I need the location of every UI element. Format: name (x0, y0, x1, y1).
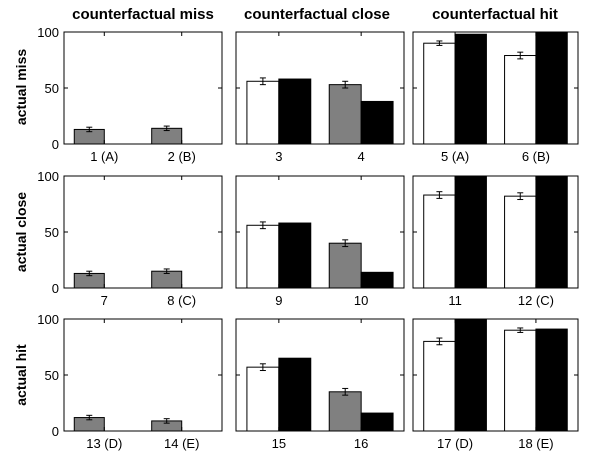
bar-empirical-10 (328, 242, 362, 289)
bar-model-15 (278, 357, 312, 432)
category-label: 18 (E) (518, 436, 553, 451)
y-tick-label: 0 (52, 281, 59, 296)
category-label: 1 (A) (90, 149, 118, 164)
bar-model-9 (278, 222, 312, 289)
row-title-1: actual miss (13, 49, 29, 125)
bar-empirical-12-C- (504, 195, 537, 289)
category-label: 3 (275, 149, 282, 164)
bar-empirical-16 (328, 391, 362, 432)
panel-r2c2: 9 10 (235, 175, 405, 308)
panel-r2c1: 0 50 100 7 8 (C) (37, 169, 223, 308)
y-tick-label: 100 (37, 25, 59, 40)
row-title-2: actual close (13, 192, 29, 272)
panel-r3c3: 17 (D) 18 (E) (412, 318, 579, 451)
y-tick-label: 50 (45, 225, 59, 240)
bar-empirical-15 (246, 366, 280, 432)
category-label: 8 (C) (167, 293, 196, 308)
category-label: 12 (C) (518, 293, 554, 308)
column-title-3: counterfactual hit (432, 6, 558, 23)
category-label: 7 (101, 293, 108, 308)
y-tick-label: 50 (45, 81, 59, 96)
y-tick-label: 100 (37, 169, 59, 184)
panel-r3c1: 0 50 100 13 (D) 14 (E) (37, 312, 223, 451)
panel-r1c1: 0 50 100 1 (A) 2 (B) (37, 25, 223, 164)
bar-empirical-4 (328, 84, 362, 145)
category-label: 9 (275, 293, 282, 308)
bar-empirical-3 (246, 80, 280, 145)
bar-model-12-C- (535, 175, 568, 289)
panel-r1c3: 5 (A) 6 (B) (412, 31, 579, 164)
bar-model-18-E- (535, 328, 568, 432)
category-label: 15 (272, 436, 286, 451)
bar-empirical-18-E- (504, 329, 537, 432)
bar-empirical-17-D- (423, 340, 456, 432)
row-title-3: actual hit (13, 344, 29, 406)
panel-frame (63, 175, 223, 289)
bar-empirical-5-A- (423, 42, 456, 145)
category-label: 2 (B) (168, 149, 196, 164)
bar-empirical-6-B- (504, 55, 537, 145)
y-tick-label: 0 (52, 424, 59, 439)
category-label: 16 (354, 436, 368, 451)
bar-model-17-D- (454, 318, 487, 432)
y-tick-label: 0 (52, 137, 59, 152)
column-title-1: counterfactual miss (72, 6, 214, 23)
panel-frame (63, 31, 223, 145)
category-label: 10 (354, 293, 368, 308)
column-title-2: counterfactual close (244, 6, 390, 23)
category-label: 5 (A) (441, 149, 469, 164)
category-label: 4 (358, 149, 365, 164)
category-label: 11 (448, 293, 462, 308)
category-label: 6 (B) (522, 149, 550, 164)
panel-r2c3: 11 12 (C) (412, 175, 579, 308)
category-label: 17 (D) (437, 436, 473, 451)
bar-model-3 (278, 78, 312, 145)
bar-empirical-11 (423, 194, 456, 289)
bar-model-16 (360, 412, 394, 432)
bar-model-6-B- (535, 31, 568, 145)
y-tick-label: 50 (45, 368, 59, 383)
bar-model-11 (454, 175, 487, 289)
y-tick-label: 100 (37, 312, 59, 327)
panel-r3c2: 15 16 (235, 318, 405, 451)
bar-model-10 (360, 271, 394, 289)
category-label: 14 (E) (164, 436, 199, 451)
bar-empirical-9 (246, 224, 280, 289)
panel-frame (63, 318, 223, 432)
bar-model-5-A- (454, 33, 487, 145)
category-label: 13 (D) (86, 436, 122, 451)
bar-model-4 (360, 100, 394, 145)
